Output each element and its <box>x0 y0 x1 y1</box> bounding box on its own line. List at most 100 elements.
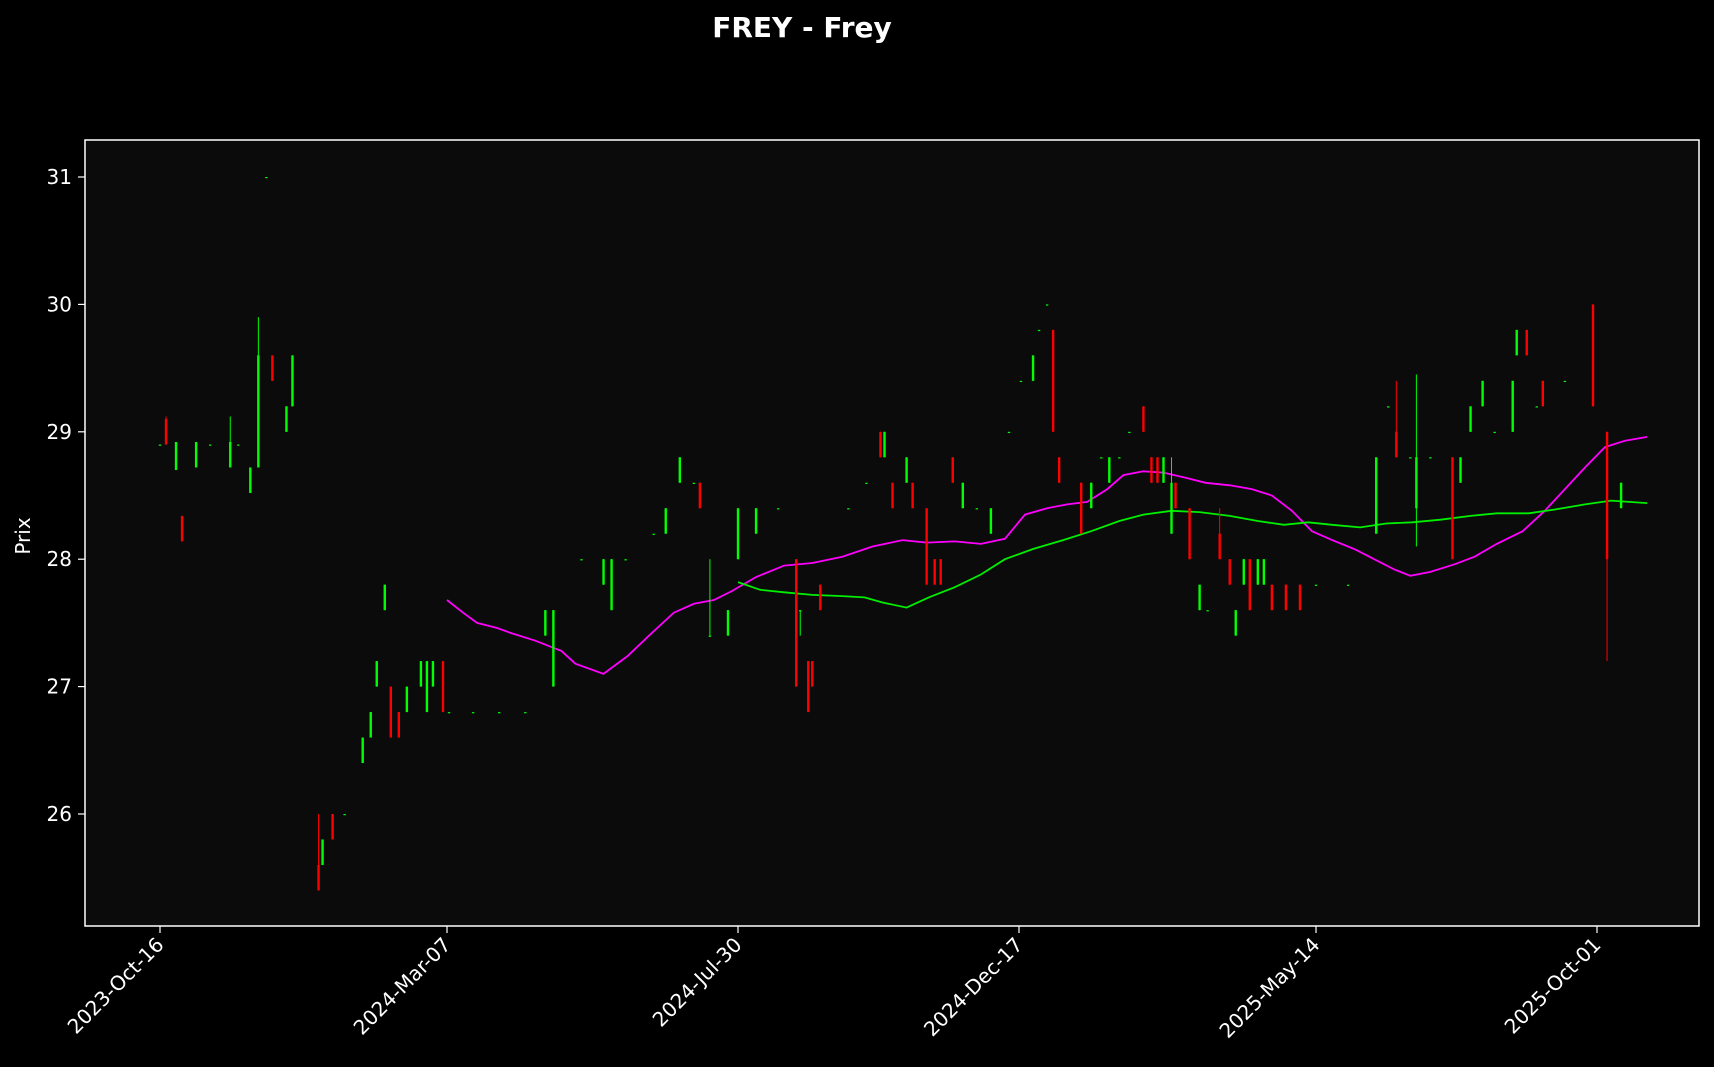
candle <box>726 610 730 636</box>
candle-body <box>1481 380 1484 407</box>
candle <box>375 661 378 687</box>
candle-body <box>911 482 914 509</box>
candle-body <box>237 444 240 446</box>
candle <box>471 712 475 714</box>
candle <box>989 508 993 534</box>
candle <box>925 508 928 585</box>
candle-body <box>1090 482 1093 509</box>
candle <box>708 559 712 637</box>
candle-body <box>602 559 605 585</box>
candle-body <box>1395 431 1398 458</box>
candle <box>610 559 613 611</box>
candle-body <box>1031 355 1035 381</box>
candle <box>975 508 979 510</box>
candle-body <box>271 355 274 381</box>
candle <box>1415 374 1418 547</box>
candle-body <box>389 686 393 738</box>
candle <box>331 814 334 840</box>
candle <box>1493 431 1496 433</box>
candle-body <box>249 467 252 493</box>
candle <box>1387 406 1390 408</box>
candle <box>249 467 252 493</box>
candle <box>1591 304 1595 407</box>
candle-body <box>1057 457 1061 483</box>
candle-body <box>229 441 232 468</box>
candle-body <box>1535 406 1538 408</box>
candle-body <box>951 457 954 483</box>
candle-body <box>405 686 409 713</box>
candle-body <box>1080 482 1083 534</box>
candle-body <box>1174 482 1177 509</box>
candle-body <box>1128 431 1131 433</box>
candle-body <box>652 533 655 535</box>
candle-body <box>1150 457 1153 483</box>
candle <box>1375 457 1378 534</box>
candle-body <box>933 559 936 585</box>
candle <box>1170 457 1173 534</box>
candle-body <box>811 661 814 687</box>
candle-body <box>925 508 928 585</box>
candle <box>602 559 605 585</box>
moving-average-short-line <box>446 436 1648 675</box>
candle <box>1605 431 1609 662</box>
candle-body <box>1234 610 1237 636</box>
candle-body <box>1242 559 1245 585</box>
candle-body <box>891 482 894 509</box>
candle-body <box>1515 329 1518 356</box>
candle-body <box>317 864 320 891</box>
candle <box>1511 380 1514 432</box>
candle <box>1525 329 1528 356</box>
candle-body <box>208 444 212 446</box>
candle <box>397 712 401 738</box>
candle <box>1090 482 1093 509</box>
candle-body <box>1206 610 1209 612</box>
candle-body <box>1511 380 1514 432</box>
y-tick-label: 28 <box>47 547 72 571</box>
candle-body <box>397 712 401 738</box>
candle-body <box>1493 431 1496 433</box>
candle-body <box>905 457 908 483</box>
candle <box>158 444 162 446</box>
candle <box>1451 457 1454 560</box>
candle <box>736 508 740 560</box>
candle-body <box>1619 482 1623 509</box>
candle <box>1019 380 1023 383</box>
candle <box>405 686 409 713</box>
candle-body <box>1248 559 1251 611</box>
candle <box>544 610 547 636</box>
candle-body <box>471 712 475 714</box>
candle-body <box>795 559 798 687</box>
candle <box>1100 457 1103 459</box>
candle <box>961 482 964 509</box>
candle <box>1248 559 1251 611</box>
candle <box>1031 355 1035 381</box>
candle-body <box>847 508 850 510</box>
candle <box>343 814 346 816</box>
candle-body <box>1170 482 1173 534</box>
candle-body <box>698 482 702 509</box>
candle <box>1118 457 1121 459</box>
candle <box>933 559 936 585</box>
candle-body <box>961 482 964 509</box>
candle-body <box>754 508 758 534</box>
candle-body <box>1142 406 1145 432</box>
candle <box>361 737 364 764</box>
candle-body <box>1051 329 1055 432</box>
chart-title: FREY - Frey <box>712 11 892 44</box>
candle <box>1284 584 1288 611</box>
candle <box>383 584 386 611</box>
candle <box>524 712 527 714</box>
candle <box>1080 482 1083 534</box>
candle-body <box>343 814 346 816</box>
candle <box>447 712 451 714</box>
candle-body <box>1162 457 1165 483</box>
candle <box>754 508 758 534</box>
candle-body <box>158 444 162 446</box>
candle <box>1174 482 1177 509</box>
candle <box>1270 584 1274 611</box>
candle <box>905 457 908 483</box>
candle-body <box>1451 457 1454 560</box>
candle <box>1045 304 1049 306</box>
candle <box>624 559 627 561</box>
